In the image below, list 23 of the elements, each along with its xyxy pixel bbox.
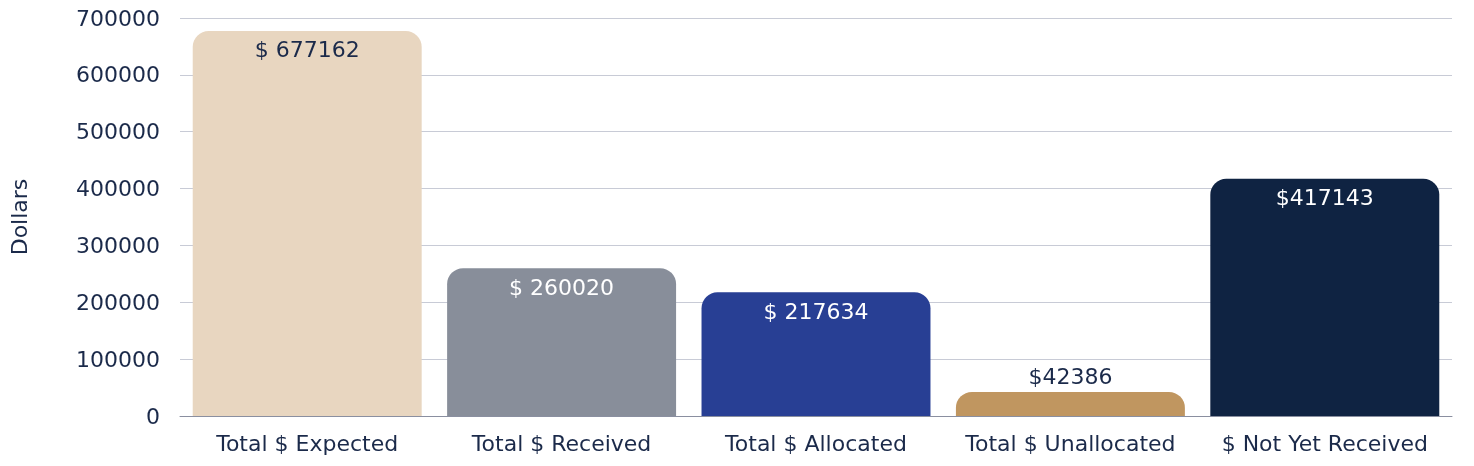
bar	[955, 391, 1185, 416]
y-axis-title: Dollars	[6, 178, 32, 256]
data-label: $417143	[1275, 185, 1374, 211]
y-tick-label: 500000	[76, 119, 160, 145]
data-label: $ 217634	[763, 298, 869, 324]
x-tick-label: Total $ Received	[470, 430, 652, 456]
x-tick-label: $ Not Yet Received	[1221, 430, 1428, 456]
data-label: $ 677162	[254, 37, 360, 63]
y-tick-label: 0	[146, 403, 160, 429]
y-tick-label: 400000	[76, 176, 160, 202]
x-tick-label: Total $ Unallocated	[964, 430, 1176, 456]
y-tick-label: 600000	[76, 62, 160, 88]
bar	[1210, 178, 1440, 416]
bar	[192, 30, 422, 416]
y-tick-label: 100000	[76, 346, 160, 372]
y-tick-label: 200000	[76, 289, 160, 315]
x-tick-label: Total $ Allocated	[724, 430, 907, 456]
y-tick-label: 700000	[76, 5, 160, 31]
data-label: $42386	[1028, 364, 1113, 390]
x-tick-label: Total $ Expected	[215, 430, 399, 456]
data-label: $ 260020	[509, 274, 615, 300]
y-tick-label: 300000	[76, 232, 160, 258]
bar	[701, 292, 931, 416]
